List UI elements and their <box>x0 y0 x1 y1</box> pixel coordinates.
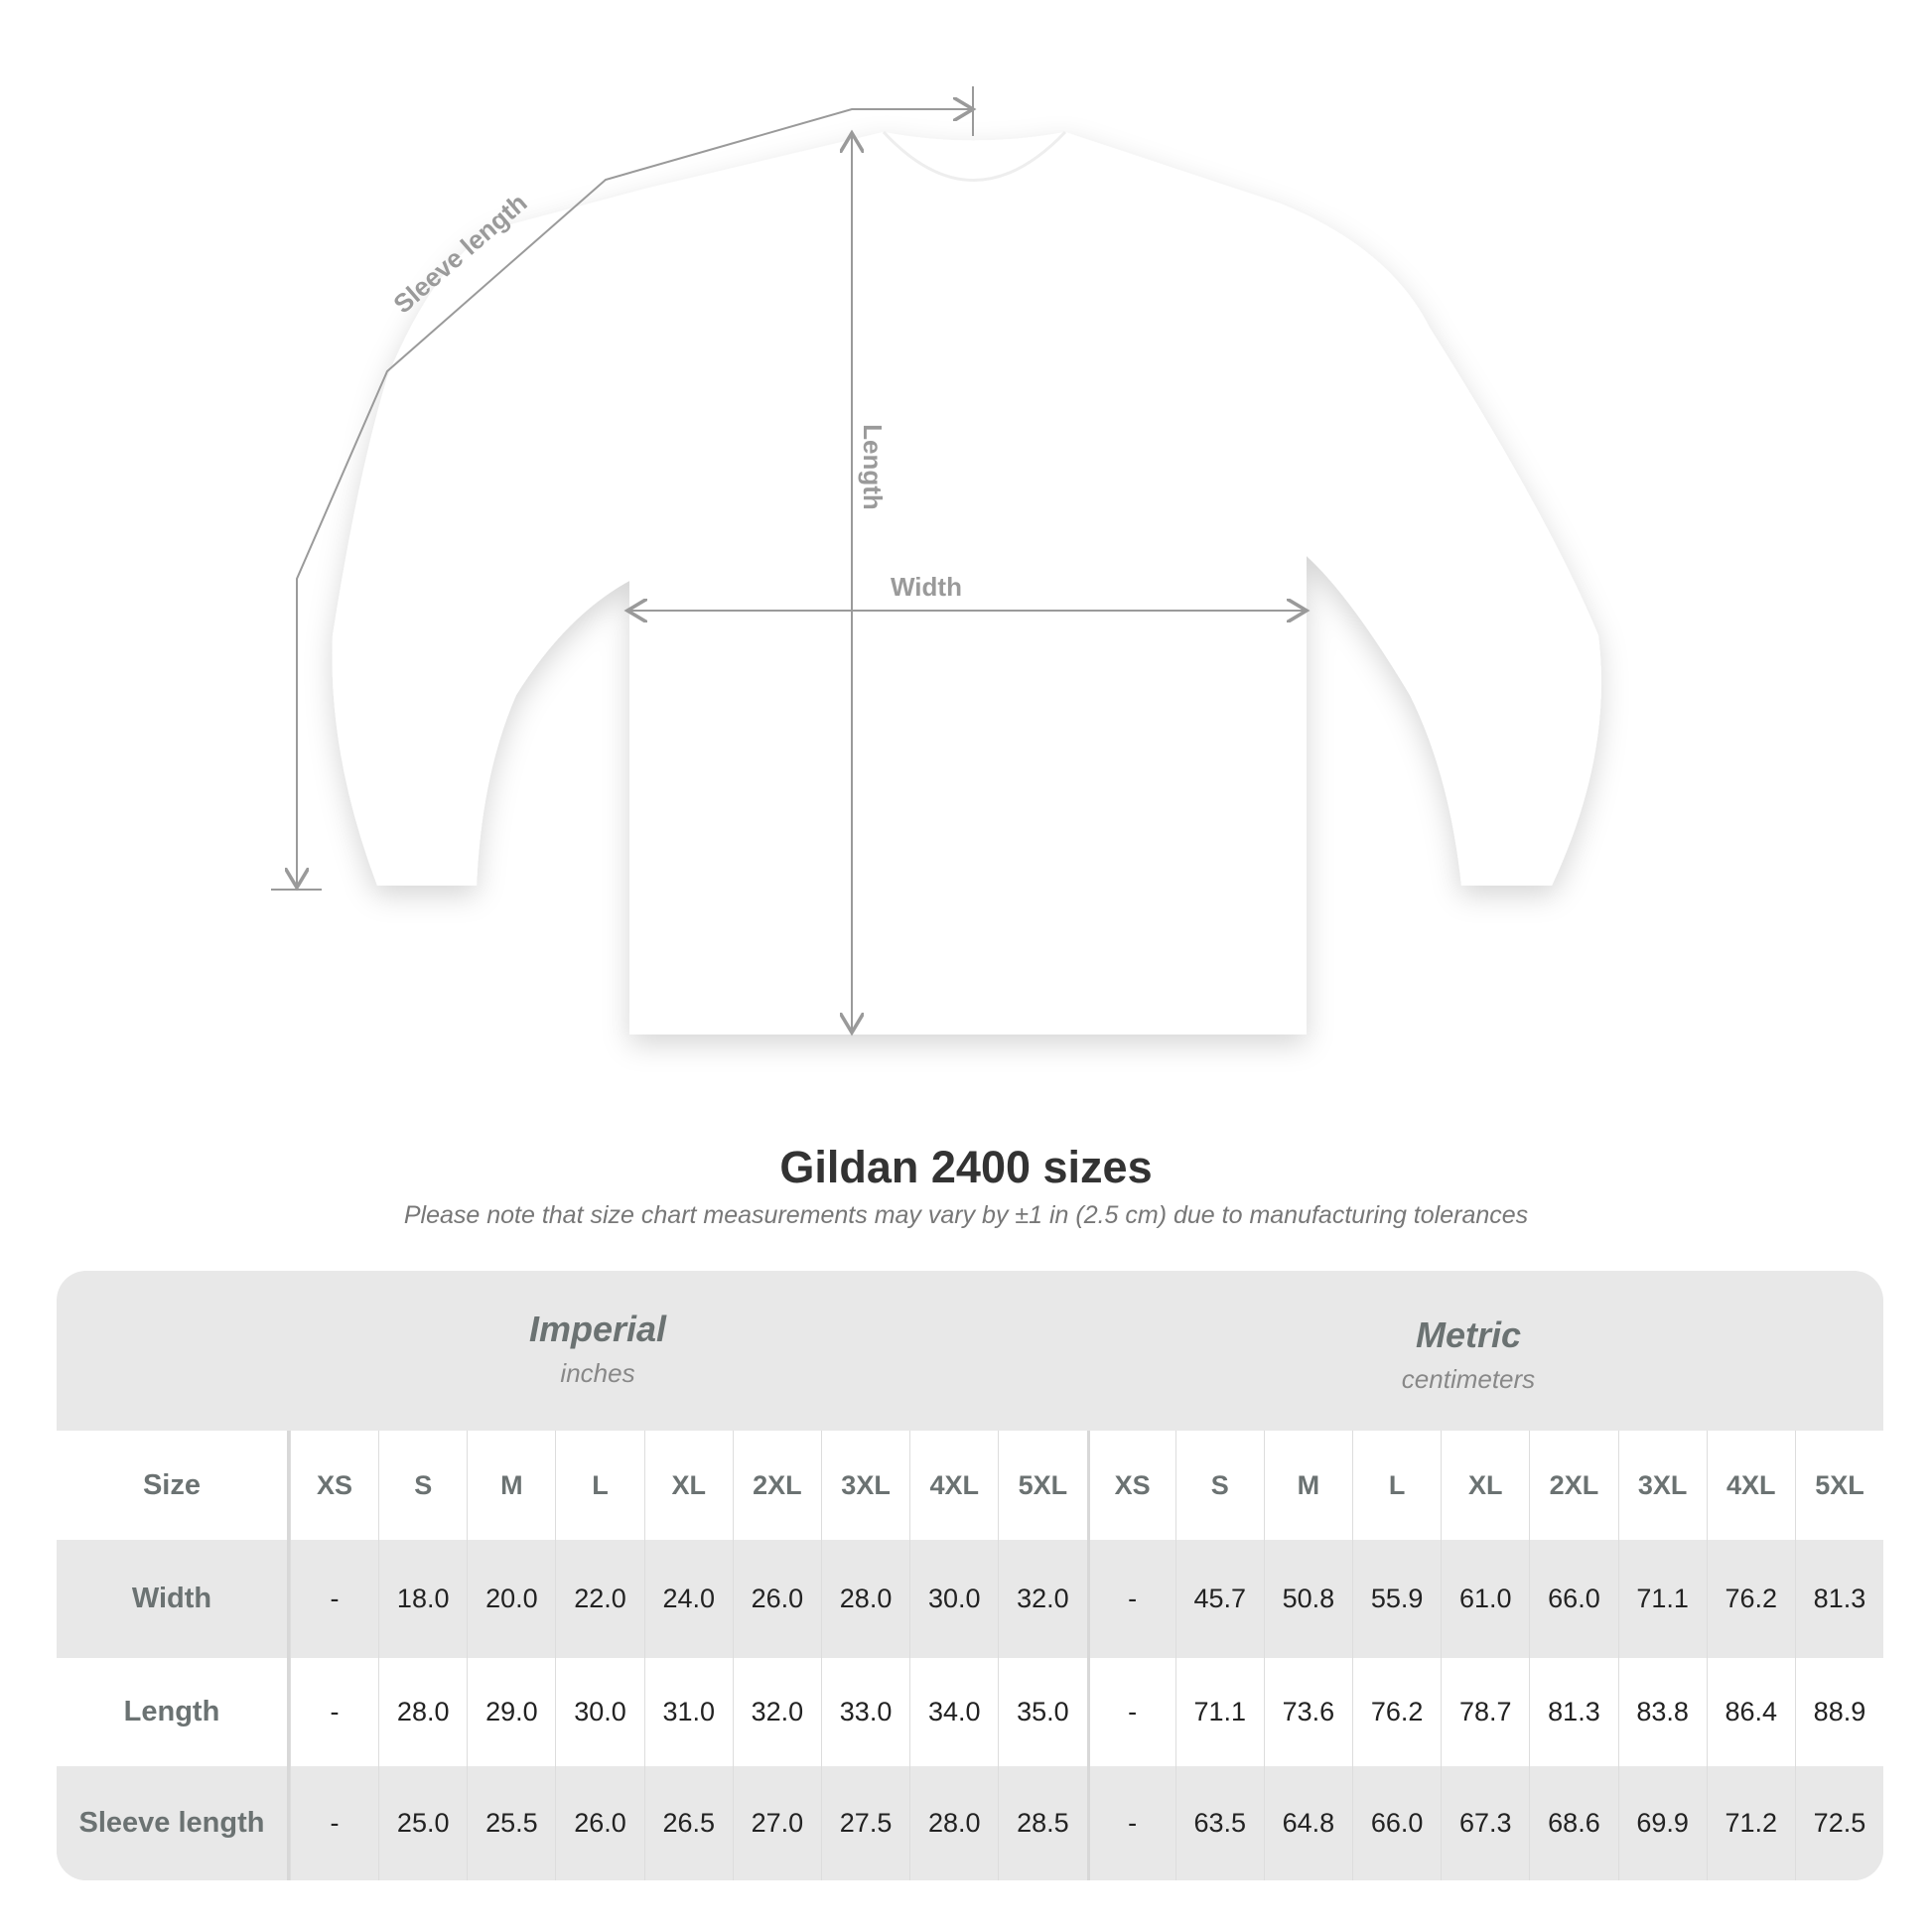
imperial-value-cell: - <box>289 1766 378 1880</box>
imperial-value-cell: 25.0 <box>378 1766 467 1880</box>
metric-value-cell: 55.9 <box>1352 1540 1441 1658</box>
imperial-value-cell: 32.0 <box>732 1658 821 1766</box>
chart-title: Gildan 2400 sizes <box>779 1142 1153 1192</box>
imperial-size-2XL: 2XL <box>732 1431 821 1540</box>
imperial-value-cell: 28.0 <box>820 1540 909 1658</box>
imperial-title: Imperial <box>528 1309 667 1349</box>
metric-value-cell: 66.0 <box>1352 1766 1441 1880</box>
imperial-value-cell: 27.0 <box>732 1766 821 1880</box>
imperial-value-cell: 28.5 <box>998 1766 1086 1880</box>
imperial-value-cell: 34.0 <box>909 1658 998 1766</box>
metric-size-XS: XS <box>1086 1431 1175 1540</box>
imperial-size-XS: XS <box>289 1431 378 1540</box>
metric-size-XL: XL <box>1441 1431 1529 1540</box>
imperial-value-cell: 33.0 <box>820 1658 909 1766</box>
row-label: Width <box>57 1540 290 1658</box>
metric-size-3XL: 3XL <box>1617 1431 1707 1540</box>
metric-value-cell: 73.6 <box>1263 1658 1352 1766</box>
width-label: Width <box>891 572 962 602</box>
imperial-size-XL: XL <box>643 1431 733 1540</box>
imperial-value-cell: 22.0 <box>555 1540 643 1658</box>
table-row-width: Width -18.0 20.0 22.0 24.0 26.0 28.0 30.0 32.0-4… <box>57 1540 1883 1658</box>
metric-value-cell: 69.9 <box>1617 1766 1707 1880</box>
imperial-unit: inches <box>560 1358 635 1388</box>
metric-value-cell: - <box>1086 1766 1175 1880</box>
metric-size-4XL: 4XL <box>1706 1431 1795 1540</box>
imperial-value-cell: 26.0 <box>732 1540 821 1658</box>
metric-value-cell: 45.7 <box>1174 1540 1264 1658</box>
metric-size-S: S <box>1174 1431 1264 1540</box>
imperial-value-cell: 26.0 <box>555 1766 643 1880</box>
imperial-value-cell: 31.0 <box>643 1658 733 1766</box>
imperial-value-cell: 28.0 <box>909 1766 998 1880</box>
metric-value-cell: 76.2 <box>1706 1540 1795 1658</box>
size-table: Imperial inches Metric centimeters Size X… <box>57 1271 1883 1880</box>
imperial-size-4XL: 4XL <box>909 1431 998 1540</box>
imperial-value-cell: - <box>289 1540 378 1658</box>
metric-value-cell: 71.2 <box>1706 1766 1795 1880</box>
metric-value-cell: 67.3 <box>1441 1766 1529 1880</box>
row-label: Sleeve length <box>57 1766 290 1880</box>
size-header-row: Size XS S M L XL 2XL 3XL 4XL 5XL XS S M L XL 2XL 3XL 4XL 5… <box>57 1431 1883 1540</box>
row-label: Length <box>57 1658 290 1766</box>
metric-value-cell: 78.7 <box>1441 1658 1529 1766</box>
metric-value-cell: 86.4 <box>1706 1658 1795 1766</box>
long-sleeve-shirt <box>332 132 1601 1035</box>
metric-value-cell: 66.0 <box>1529 1540 1617 1658</box>
metric-value-cell: 83.8 <box>1617 1658 1707 1766</box>
imperial-value-cell: 20.0 <box>467 1540 555 1658</box>
imperial-value-cell: 30.0 <box>555 1658 643 1766</box>
imperial-value-cell: 32.0 <box>998 1540 1086 1658</box>
metric-value-cell: 76.2 <box>1352 1658 1441 1766</box>
metric-size-5XL: 5XL <box>1794 1431 1883 1540</box>
metric-value-cell: 71.1 <box>1174 1658 1264 1766</box>
tolerance-note: Please note that size chart measurements… <box>403 1201 1529 1229</box>
metric-value-cell: - <box>1086 1658 1175 1766</box>
metric-value-cell: 61.0 <box>1441 1540 1529 1658</box>
metric-value-cell: 72.5 <box>1794 1766 1883 1880</box>
imperial-value-cell: 24.0 <box>643 1540 733 1658</box>
imperial-value-cell: 18.0 <box>378 1540 467 1658</box>
length-label: Length <box>857 424 888 510</box>
metric-value-cell: 71.1 <box>1617 1540 1707 1658</box>
size-label: Size <box>57 1431 290 1540</box>
metric-value-cell: 63.5 <box>1174 1766 1264 1880</box>
metric-value-cell: 81.3 <box>1794 1540 1883 1658</box>
table-row-sleeve-length: Sleeve length -25.0 25.5 26.0 26.5 27.0 27.5 28… <box>57 1766 1883 1880</box>
shirt-diagram <box>271 86 1601 1092</box>
sleeve-length-measure <box>271 86 973 890</box>
metric-value-cell: 50.8 <box>1263 1540 1352 1658</box>
imperial-size-S: S <box>378 1431 467 1540</box>
metric-header: Metric centimeters <box>1220 1314 1717 1395</box>
metric-size-M: M <box>1263 1431 1352 1540</box>
table-row-length: Length -28.0 29.0 30.0 31.0 32.0 33.0 34.0 35.0-… <box>57 1658 1883 1766</box>
metric-size-2XL: 2XL <box>1529 1431 1617 1540</box>
imperial-value-cell: - <box>289 1658 378 1766</box>
metric-value-cell: 88.9 <box>1794 1658 1883 1766</box>
imperial-value-cell: 35.0 <box>998 1658 1086 1766</box>
metric-value-cell: 68.6 <box>1529 1766 1617 1880</box>
metric-unit: centimeters <box>1401 1364 1536 1394</box>
imperial-size-5XL: 5XL <box>998 1431 1086 1540</box>
imperial-size-3XL: 3XL <box>820 1431 909 1540</box>
imperial-value-cell: 25.5 <box>467 1766 555 1880</box>
imperial-size-L: L <box>555 1431 643 1540</box>
imperial-header: Imperial inches <box>349 1309 846 1389</box>
metric-size-L: L <box>1352 1431 1441 1540</box>
imperial-size-M: M <box>467 1431 555 1540</box>
imperial-value-cell: 30.0 <box>909 1540 998 1658</box>
metric-title: Metric <box>1415 1314 1522 1355</box>
imperial-value-cell: 27.5 <box>820 1766 909 1880</box>
imperial-value-cell: 28.0 <box>378 1658 467 1766</box>
imperial-value-cell: 29.0 <box>467 1658 555 1766</box>
metric-value-cell: 81.3 <box>1529 1658 1617 1766</box>
metric-value-cell: 64.8 <box>1263 1766 1352 1880</box>
metric-value-cell: - <box>1086 1540 1175 1658</box>
imperial-value-cell: 26.5 <box>643 1766 733 1880</box>
